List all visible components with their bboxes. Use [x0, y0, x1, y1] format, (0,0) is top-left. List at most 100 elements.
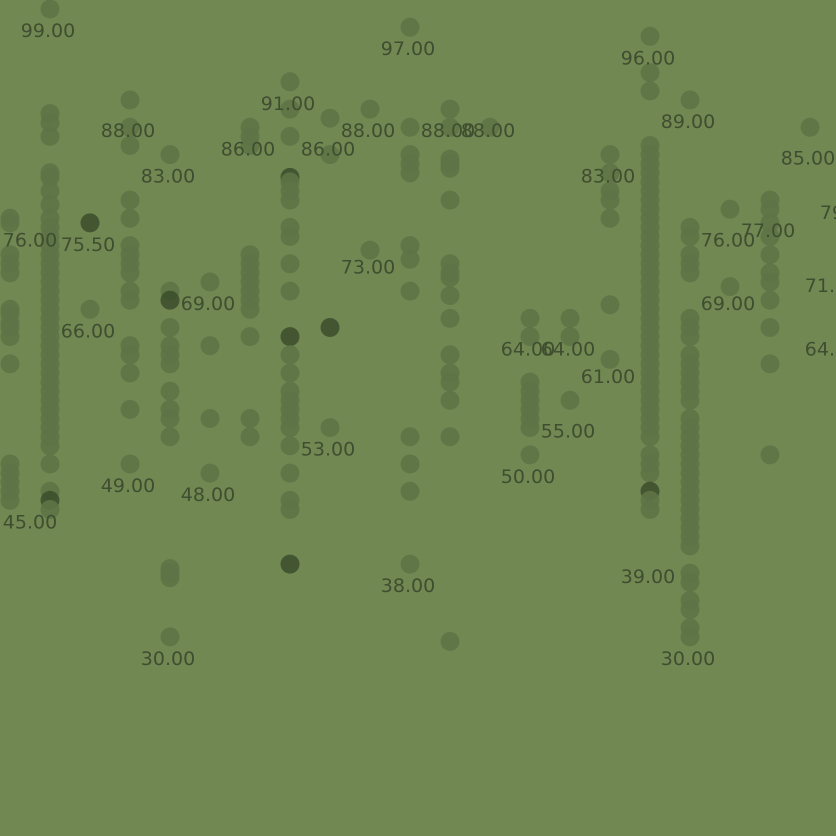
data-point	[280, 363, 300, 383]
data-point	[0, 213, 20, 233]
value-label: 86.00	[301, 138, 355, 160]
data-point	[400, 17, 420, 37]
value-label: 86.00	[221, 138, 275, 160]
data-point	[240, 299, 260, 319]
value-label: 83.00	[141, 166, 195, 188]
data-point	[760, 318, 780, 337]
value-label: 96.00	[621, 47, 675, 69]
data-point	[560, 327, 580, 347]
data-point	[160, 318, 180, 337]
data-point	[640, 26, 660, 46]
data-point	[400, 427, 420, 447]
data-point	[280, 463, 300, 483]
value-label: 88.00	[421, 120, 475, 142]
data-point	[600, 349, 620, 369]
value-label: 76.00	[3, 229, 57, 251]
data-point	[560, 308, 580, 328]
data-point	[280, 345, 300, 365]
data-point	[280, 254, 300, 274]
data-point	[320, 318, 340, 337]
value-label: 69.00	[701, 293, 755, 315]
data-point	[680, 600, 700, 620]
value-label: 66.00	[61, 320, 115, 342]
value-label: 75.50	[61, 234, 115, 256]
data-point	[440, 117, 460, 137]
value-label: 53.00	[301, 439, 355, 461]
data-point	[640, 63, 660, 83]
data-point	[600, 145, 620, 165]
data-point	[760, 272, 780, 292]
data-point	[120, 208, 140, 228]
data-point	[280, 99, 300, 119]
data-point	[280, 500, 300, 519]
data-point	[680, 227, 700, 246]
data-point	[40, 195, 60, 215]
data-point	[680, 90, 700, 110]
data-point	[160, 145, 180, 165]
data-point	[640, 500, 660, 519]
data-point	[400, 481, 420, 501]
data-point	[0, 263, 20, 283]
data-point	[720, 277, 740, 297]
data-point	[400, 281, 420, 301]
data-point	[600, 208, 620, 228]
data-point	[0, 354, 20, 374]
data-point	[160, 627, 180, 647]
value-label: 64.00	[541, 339, 595, 361]
data-point	[120, 190, 140, 210]
value-label: 61.00	[581, 366, 635, 388]
data-point	[120, 136, 140, 155]
data-point	[200, 272, 220, 292]
data-point	[440, 390, 460, 410]
value-label: 45.00	[3, 511, 57, 533]
data-point	[720, 199, 740, 219]
data-point	[120, 399, 140, 419]
value-label: 71.00	[805, 275, 836, 297]
data-point	[760, 245, 780, 265]
data-point	[440, 345, 460, 365]
data-point	[760, 213, 780, 233]
data-point	[440, 158, 460, 178]
data-point	[440, 286, 460, 306]
data-point	[80, 213, 100, 233]
data-point	[200, 336, 220, 356]
data-point	[120, 345, 140, 365]
data-point	[0, 490, 20, 510]
data-point	[120, 90, 140, 110]
data-point	[760, 227, 780, 246]
value-label: 79	[820, 202, 836, 224]
value-label: 48.00	[181, 484, 235, 506]
data-point	[680, 536, 700, 556]
data-point	[320, 145, 340, 165]
value-label: 39.00	[621, 566, 675, 588]
value-label: 38.00	[381, 575, 435, 597]
data-point	[120, 290, 140, 310]
value-label: 49.00	[101, 475, 155, 497]
data-point	[520, 445, 540, 465]
data-point	[280, 72, 300, 92]
value-label: 85.00	[781, 147, 835, 169]
data-point	[400, 117, 420, 137]
value-label: 69.00	[181, 293, 235, 315]
data-point	[40, 500, 60, 519]
data-point	[280, 126, 300, 146]
data-point	[680, 327, 700, 347]
data-point	[120, 363, 140, 383]
data-point	[680, 390, 700, 410]
data-point	[280, 227, 300, 246]
data-point	[320, 108, 340, 128]
data-point	[480, 117, 500, 137]
value-label: 30.00	[141, 648, 195, 670]
data-point	[240, 136, 260, 155]
data-point	[40, 181, 60, 201]
data-point	[400, 163, 420, 183]
data-point	[640, 463, 660, 483]
data-point	[640, 81, 660, 101]
data-point	[40, 113, 60, 133]
data-point	[200, 463, 220, 483]
data-point	[280, 327, 300, 347]
value-label: 77.00	[741, 220, 795, 242]
data-point	[160, 427, 180, 447]
data-point	[600, 295, 620, 315]
